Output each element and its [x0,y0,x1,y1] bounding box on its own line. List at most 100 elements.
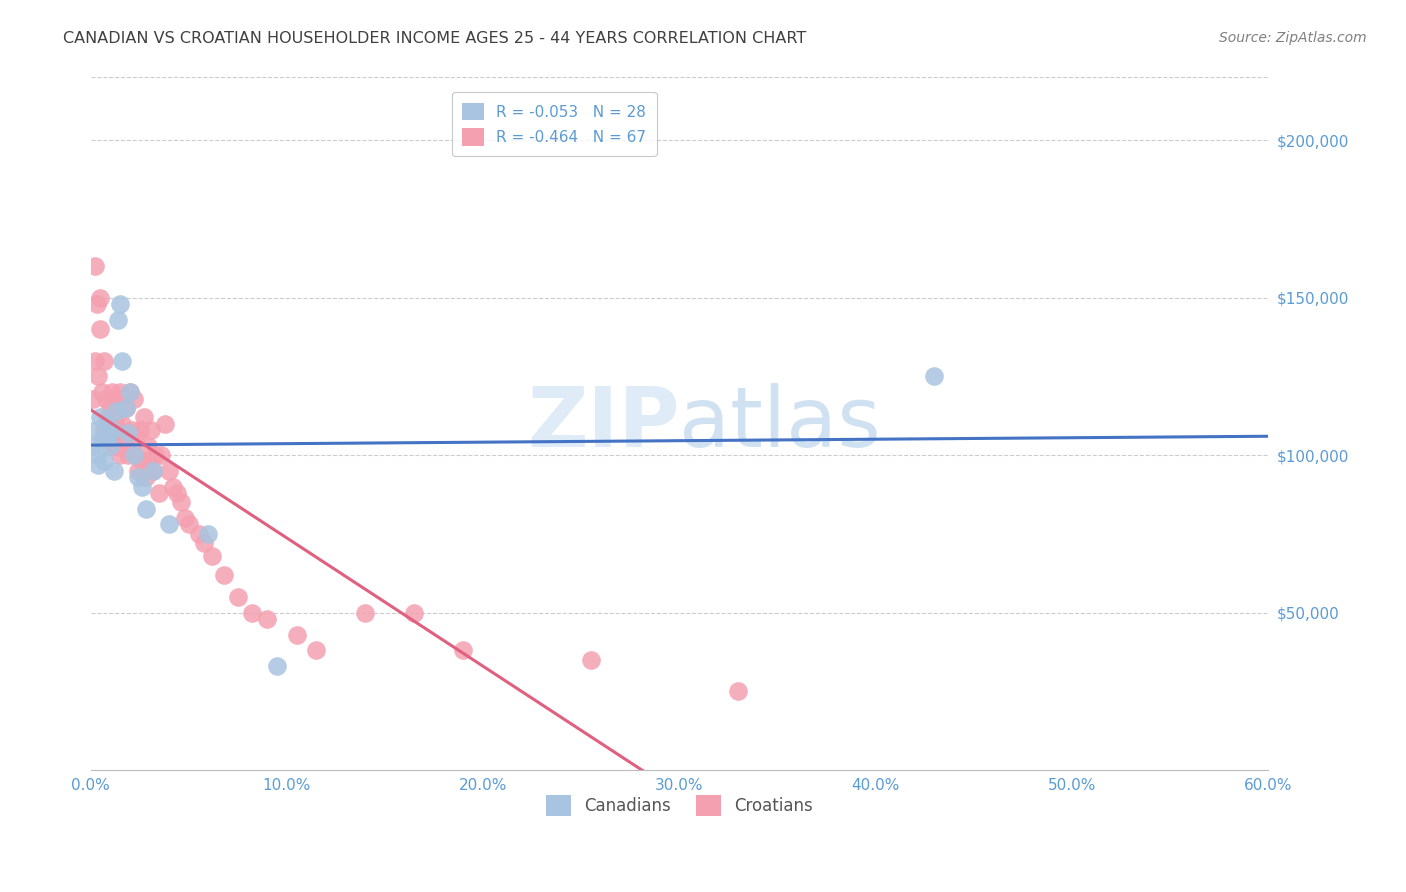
Point [89,410,111,425]
Point [266,659,288,673]
Point [136,439,159,453]
Point [132,410,155,425]
Point [201,549,224,563]
Point [170,495,193,509]
Point [111,353,134,368]
Point [86,297,108,311]
Point [187,527,209,541]
Point [108,385,131,400]
Point [111,417,134,431]
Point [212,567,235,582]
Point [131,480,153,494]
Point [118,385,141,400]
Point [98,401,121,415]
Point [404,606,426,620]
Point [83,423,105,437]
Point [153,417,176,431]
Point [141,423,163,437]
Point [148,486,170,500]
Point [107,423,129,437]
Text: Source: ZipAtlas.com: Source: ZipAtlas.com [1219,31,1367,45]
Point [579,653,602,667]
Point [177,517,200,532]
Point [157,464,180,478]
Point [89,291,111,305]
Point [135,501,157,516]
Point [103,392,125,406]
Point [193,536,215,550]
Point [82,392,104,406]
Point [101,423,124,437]
Point [226,590,249,604]
Point [162,480,184,494]
Point [240,606,263,620]
Point [87,369,110,384]
Point [93,423,115,437]
Point [96,417,118,431]
Point [101,433,124,447]
Point [98,439,121,453]
Point [96,392,118,406]
Point [115,401,138,415]
Point [118,385,141,400]
Point [285,627,308,641]
Point [108,448,131,462]
Point [105,410,128,425]
Point [117,448,139,462]
Text: CANADIAN VS CROATIAN HOUSEHOLDER INCOME AGES 25 - 44 YEARS CORRELATION CHART: CANADIAN VS CROATIAN HOUSEHOLDER INCOME … [63,31,807,46]
Point [93,353,115,368]
Point [97,429,120,443]
Point [91,433,114,447]
Point [107,313,129,327]
Point [103,439,125,453]
Point [924,369,946,384]
Point [125,433,148,447]
Point [142,464,165,478]
Point [256,612,278,626]
Point [103,464,125,478]
Point [122,392,145,406]
Text: ZIP: ZIP [527,384,679,464]
Point [157,517,180,532]
Point [108,297,131,311]
Point [138,454,160,468]
Point [305,643,328,657]
Point [122,448,145,462]
Point [98,423,121,437]
Point [107,401,129,415]
Point [83,353,105,368]
Point [727,684,749,698]
Text: atlas: atlas [679,384,882,464]
Point [122,448,145,462]
Point [101,385,124,400]
Point [117,426,139,441]
Point [86,448,108,462]
Point [87,458,110,472]
Point [105,404,128,418]
Point [145,448,167,462]
Point [93,454,115,468]
Point [91,385,114,400]
Point [96,433,118,447]
Point [128,423,150,437]
Point [115,439,138,453]
Point [127,464,149,478]
Point [97,410,120,425]
Point [127,470,149,484]
Point [150,448,173,462]
Point [197,527,219,541]
Point [121,423,143,437]
Point [82,439,104,453]
Point [135,470,157,484]
Point [142,464,165,478]
Point [115,401,138,415]
Point [89,322,111,336]
Point [166,486,188,500]
Legend: Canadians, Croatians: Canadians, Croatians [537,787,821,824]
Point [173,511,195,525]
Point [453,643,475,657]
Point [83,260,105,274]
Point [354,606,377,620]
Point [112,433,135,447]
Point [131,454,153,468]
